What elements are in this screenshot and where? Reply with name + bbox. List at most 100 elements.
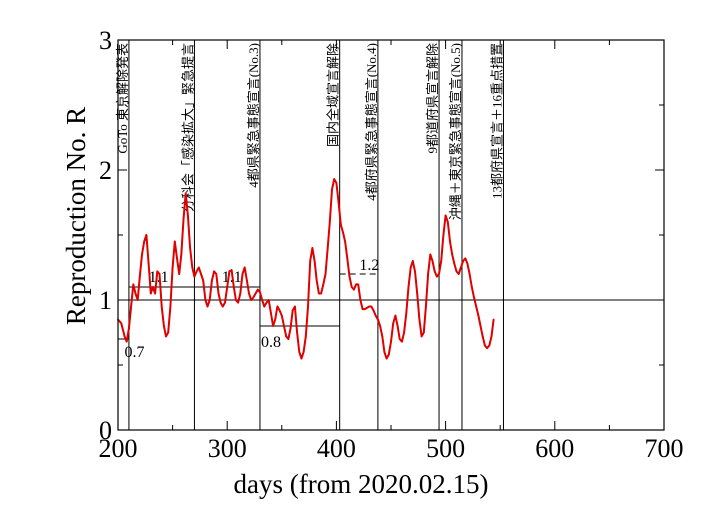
data-point xyxy=(160,305,163,308)
data-point xyxy=(123,335,126,338)
data-point xyxy=(398,338,401,340)
data-point xyxy=(291,309,294,312)
x-tick-label: 500 xyxy=(426,434,465,463)
data-point xyxy=(211,279,213,282)
x-axis-label: days (from 2020.02.15) xyxy=(234,469,489,499)
data-point xyxy=(256,288,259,291)
data-point xyxy=(165,335,167,338)
data-point xyxy=(355,283,357,286)
data-point xyxy=(178,273,181,275)
data-point xyxy=(241,273,244,275)
data-point xyxy=(451,253,454,256)
data-point xyxy=(304,335,307,338)
y-tick-label: 2 xyxy=(99,156,112,185)
reference-line-label: 1.2 xyxy=(359,257,379,274)
x-tick-label: 600 xyxy=(535,434,574,463)
data-point xyxy=(261,299,263,301)
data-point xyxy=(396,325,399,327)
data-point xyxy=(320,292,322,295)
data-point xyxy=(490,335,493,338)
data-point xyxy=(248,292,250,295)
data-point xyxy=(167,331,170,334)
data-point xyxy=(377,318,379,321)
series-line xyxy=(117,178,495,360)
data-point xyxy=(230,269,233,271)
event-label: 13都府県宣言＋16重点措置 xyxy=(489,43,504,199)
data-point xyxy=(348,275,351,278)
data-point xyxy=(252,296,255,299)
data-point xyxy=(187,214,189,217)
data-point xyxy=(204,299,207,301)
data-point xyxy=(466,262,469,265)
data-point xyxy=(409,266,412,269)
data-point xyxy=(405,312,408,314)
data-point xyxy=(169,305,172,308)
data-point xyxy=(152,286,154,288)
data-point xyxy=(294,305,296,308)
data-point xyxy=(344,240,346,243)
data-point xyxy=(492,318,495,321)
data-point xyxy=(280,314,283,317)
data-point xyxy=(300,357,303,360)
data-point xyxy=(335,182,338,184)
data-point xyxy=(263,305,266,308)
data-point xyxy=(143,240,146,243)
axes: 200 300 400 500 600 700 0 1 2 3 xyxy=(99,26,684,463)
data-point xyxy=(235,299,237,301)
data-point xyxy=(134,292,137,295)
data-point xyxy=(267,299,270,301)
data-point xyxy=(202,279,205,282)
x-tick-label: 700 xyxy=(645,434,684,463)
data-point xyxy=(328,221,331,223)
data-point xyxy=(407,286,410,288)
data-point xyxy=(138,275,141,278)
data-point xyxy=(385,357,388,360)
data-point xyxy=(259,291,261,294)
data-point xyxy=(477,314,480,317)
data-point xyxy=(486,347,488,349)
data-point xyxy=(289,327,292,330)
data-point xyxy=(374,314,377,317)
reference-line-label: 1.1 xyxy=(149,269,169,286)
data-point xyxy=(453,262,456,265)
data-point xyxy=(307,305,309,308)
event-label: 分科会「感染拡大」緊急提言 xyxy=(180,43,195,212)
data-point xyxy=(473,296,475,299)
data-point xyxy=(322,283,325,286)
data-point xyxy=(394,314,397,317)
event-label: GoTo 東京解除発表 xyxy=(115,43,130,154)
data-point xyxy=(462,260,464,262)
event-label: 9都道府県宣言解除 xyxy=(425,43,440,154)
data-point xyxy=(127,327,130,330)
data-point xyxy=(368,305,371,308)
data-point xyxy=(361,308,364,310)
data-point xyxy=(414,270,416,273)
data-point xyxy=(484,344,486,347)
data-point xyxy=(130,305,133,308)
data-point xyxy=(353,288,355,291)
data-point xyxy=(425,305,427,308)
data-point xyxy=(158,273,161,275)
data-point xyxy=(315,279,318,282)
data-point xyxy=(278,309,281,312)
data-point xyxy=(125,340,128,343)
data-point xyxy=(237,301,240,304)
data-point xyxy=(136,299,139,301)
data-point xyxy=(184,192,187,195)
data-point xyxy=(326,247,329,249)
data-point xyxy=(120,322,123,325)
data-point xyxy=(221,305,224,308)
data-point xyxy=(363,308,366,310)
data-point xyxy=(226,286,229,288)
data-point xyxy=(254,292,257,295)
data-point xyxy=(411,260,414,262)
data-point xyxy=(339,223,342,226)
data-point xyxy=(390,340,392,343)
data-point xyxy=(468,273,471,275)
data-point xyxy=(479,325,482,327)
data-point xyxy=(460,266,462,269)
data-point xyxy=(215,273,218,275)
x-tick-label: 400 xyxy=(317,434,356,463)
event-label: 国内全域宣言解除 xyxy=(326,43,341,147)
data-point xyxy=(383,351,386,353)
